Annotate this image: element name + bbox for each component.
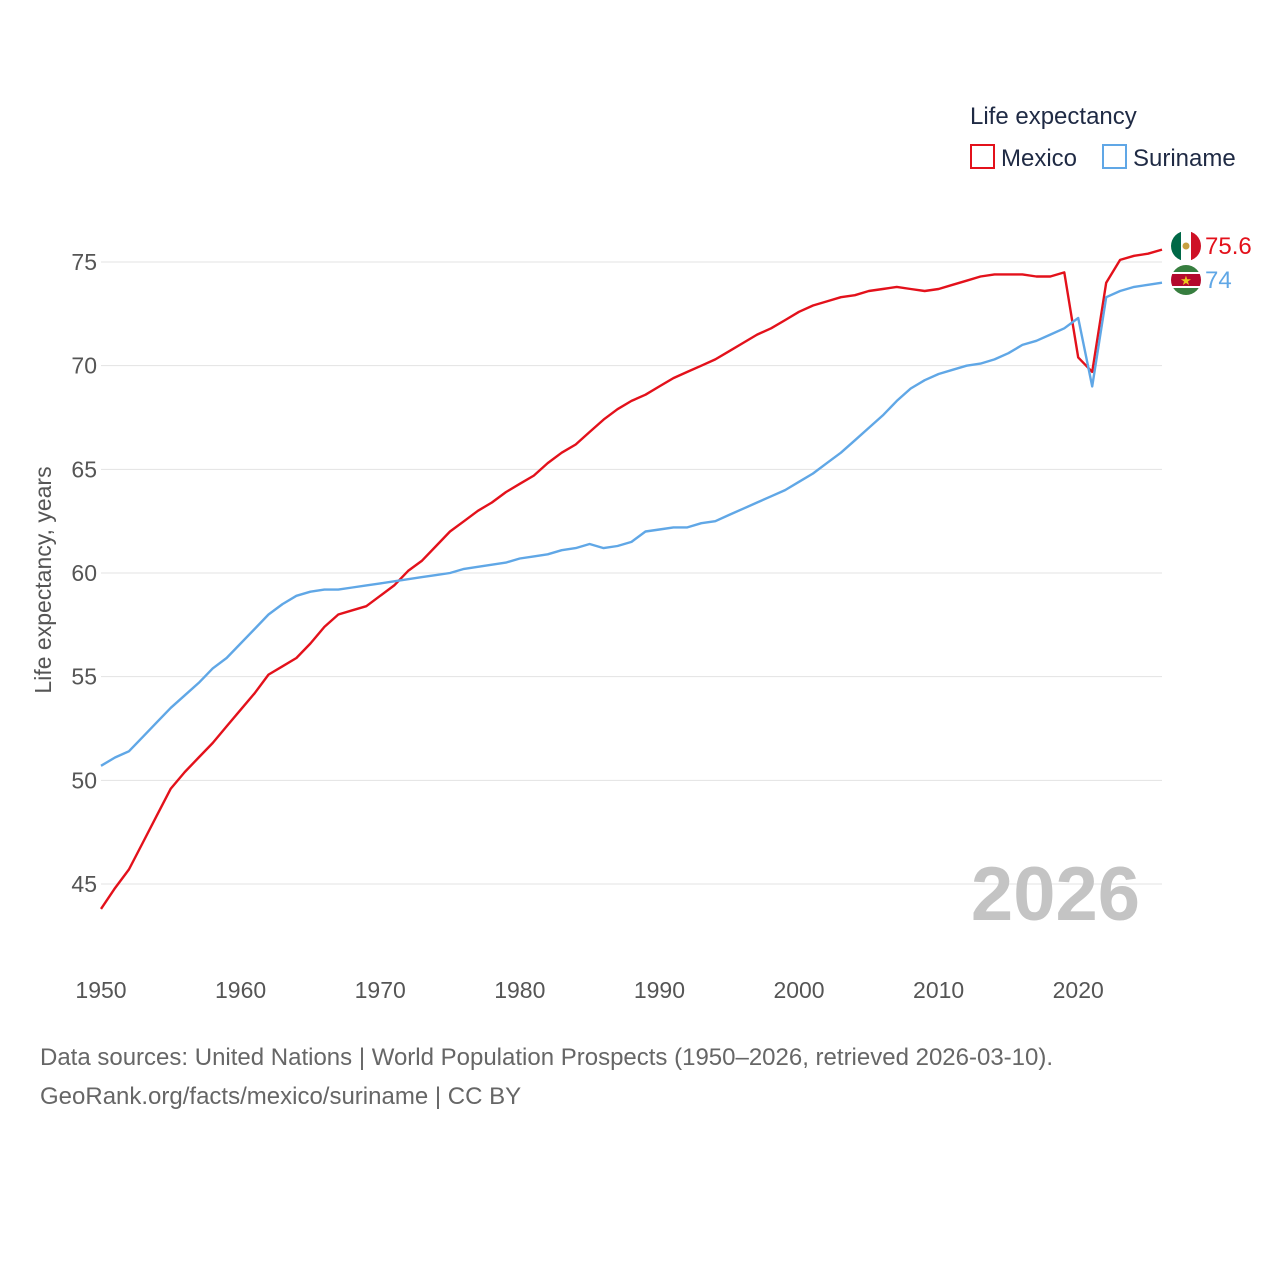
current-year-label: 2026 (971, 852, 1140, 937)
x-tick-label: 2020 (1053, 977, 1104, 1003)
credit-text: GeoRank.org/facts/mexico/suriname | CC B… (40, 1083, 522, 1110)
end-value-label-mexico: 75.6 (1205, 233, 1252, 260)
end-value-label-suriname: 74 (1205, 267, 1232, 294)
y-axis-title: Life expectancy, years (30, 466, 56, 693)
x-tick-label: 1980 (494, 977, 545, 1003)
y-tick-label: 75 (71, 249, 97, 275)
x-tick-label: 1950 (75, 977, 126, 1003)
legend-label-suriname: Suriname (1133, 145, 1236, 172)
y-tick-label: 70 (71, 353, 97, 379)
x-tick-label: 1970 (355, 977, 406, 1003)
legend-title: Life expectancy (970, 103, 1137, 130)
x-tick-label: 1990 (634, 977, 685, 1003)
svg-text:★: ★ (1180, 274, 1192, 289)
x-tick-label: 2010 (913, 977, 964, 1003)
series-line-suriname (100, 281, 1163, 767)
legend-label-mexico: Mexico (1001, 145, 1077, 172)
y-tick-label: 45 (71, 871, 97, 897)
source-text: Data sources: United Nations | World Pop… (40, 1044, 1054, 1071)
legend-swatch-mexico (970, 144, 995, 169)
legend-swatch-suriname (1102, 144, 1127, 169)
y-tick-label: 50 (71, 767, 97, 793)
y-tick-label: 65 (71, 456, 97, 482)
x-tick-label: 1960 (215, 977, 266, 1003)
y-tick-label: 55 (71, 664, 97, 690)
mexico-flag-icon (1171, 231, 1201, 261)
y-tick-label: 60 (71, 560, 97, 586)
x-tick-label: 2000 (773, 977, 824, 1003)
series-line-mexico (100, 248, 1163, 910)
suriname-flag-icon: ★ (1171, 265, 1201, 295)
